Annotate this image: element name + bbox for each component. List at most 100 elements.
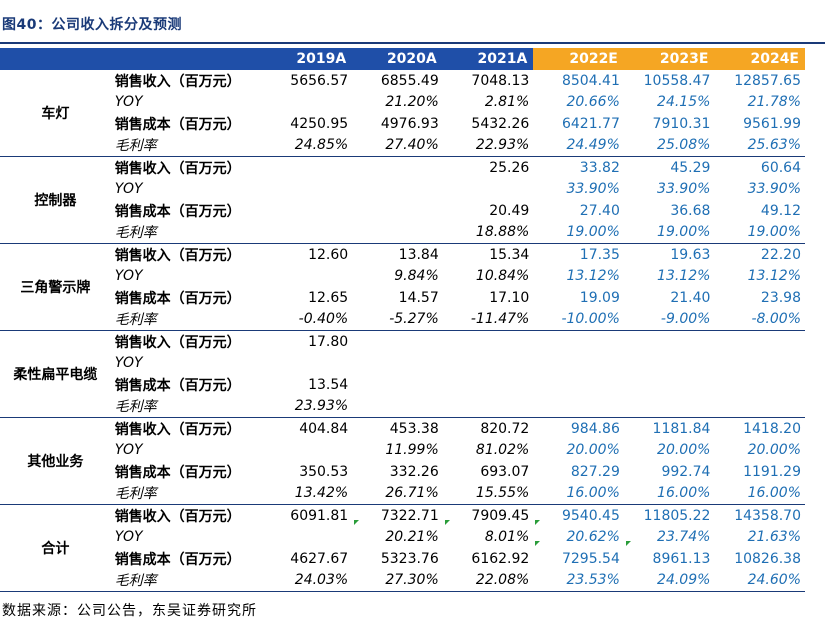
value-cell (262, 353, 353, 375)
title-rule (0, 42, 825, 44)
value-cell (623, 395, 715, 418)
row-label: 毛利率 (110, 395, 262, 418)
value-cell: 453.38 (389, 420, 439, 437)
table-row: 销售成本（百万元） 4627.67 5323.76 6162.92 7295.54 896… (0, 548, 805, 570)
value-cell: 10.84% (475, 268, 530, 285)
value-cell (262, 179, 353, 201)
value-cell (533, 353, 624, 375)
value-cell (352, 179, 443, 201)
value-cell: 6162.92 (471, 550, 530, 567)
value-cell: 7910.31 (652, 115, 711, 132)
table-row: YOY (0, 353, 805, 375)
value-cell: -10.00% (533, 308, 624, 331)
header-2020a: 2020A (352, 48, 443, 70)
table-row: 销售成本（百万元） 20.49 27.40 36.68 49.12 (0, 200, 805, 222)
value-cell: 5323.76 (380, 550, 439, 567)
value-cell (352, 200, 443, 222)
value-cell: 23.53% (533, 569, 624, 592)
value-cell: 4250.95 (290, 115, 349, 132)
table-row: 销售成本（百万元） 13.54 (0, 374, 805, 396)
value-cell: 4976.93 (380, 115, 439, 132)
value-cell: 60.64 (760, 159, 801, 176)
value-cell: 12.60 (308, 246, 349, 263)
value-cell (262, 440, 353, 462)
value-cell (262, 92, 353, 114)
value-cell: -0.40% (261, 308, 353, 331)
value-cell: 36.68 (670, 202, 711, 219)
value-cell: 25.08% (623, 134, 715, 157)
value-cell: 11.99% (385, 442, 439, 459)
value-cell: 33.90% (566, 181, 620, 198)
value-cell: 19.00% (533, 221, 624, 244)
value-cell: 4627.67 (290, 550, 349, 567)
value-cell: 992.74 (661, 463, 711, 480)
value-cell: 18.88% (442, 221, 534, 244)
value-cell: 19.63 (670, 246, 711, 263)
row-label: YOY (114, 94, 143, 111)
value-cell: 24.49% (533, 134, 624, 157)
value-cell (624, 374, 715, 396)
row-label: 销售成本（百万元） (114, 290, 241, 307)
value-cell: 19.00% (623, 221, 715, 244)
value-cell: 9561.99 (743, 115, 801, 132)
value-cell: 14358.70 (734, 507, 801, 524)
value-cell (352, 331, 443, 353)
value-cell (352, 353, 443, 375)
header-blank-segment (0, 48, 111, 70)
row-label: 销售成本（百万元） (114, 203, 241, 220)
value-cell: 23.93% (261, 395, 353, 418)
value-cell: 13.12% (747, 268, 801, 285)
row-label: 销售成本（百万元） (114, 464, 241, 481)
value-cell: 5432.26 (471, 115, 530, 132)
value-cell: 6091.81 (290, 507, 349, 524)
value-cell: 22.08% (442, 569, 534, 592)
segment-name: 合计 (0, 504, 111, 592)
value-cell: 8961.13 (652, 550, 711, 567)
figure-title: 图40：公司收入拆分及预测 (2, 17, 182, 33)
row-label: YOY (114, 442, 143, 459)
segment-name: 车灯 (0, 70, 111, 157)
value-cell: 14.57 (398, 289, 439, 306)
value-cell: 16.00% (533, 482, 624, 505)
row-label: 销售收入（百万元） (114, 73, 241, 90)
value-cell: 984.86 (570, 420, 620, 437)
value-cell: 2.81% (484, 94, 530, 111)
row-label: 毛利率 (110, 569, 262, 592)
row-label: 毛利率 (110, 221, 262, 244)
value-cell (714, 353, 805, 375)
table-row: YOY 20.21% 8.01% 20.62% 23.74% 21.63% (0, 527, 805, 549)
value-cell (443, 331, 534, 353)
row-label: YOY (114, 181, 143, 198)
value-cell: 24.03% (261, 569, 353, 592)
row-label: YOY (114, 355, 143, 372)
value-cell: 9540.45 (533, 505, 624, 527)
row-label: YOY (114, 529, 143, 546)
value-cell: 24.60% (714, 569, 805, 592)
value-cell: 6421.77 (561, 115, 620, 132)
value-cell (262, 200, 353, 222)
value-cell: 10826.38 (734, 550, 801, 567)
value-cell: 12.65 (308, 289, 349, 306)
value-cell: 22.20 (760, 246, 801, 263)
value-cell (443, 374, 534, 396)
value-cell: 21.20% (385, 94, 439, 111)
row-label: 销售成本（百万元） (114, 116, 241, 133)
header-2019a: 2019A (261, 48, 353, 70)
value-cell: 12857.65 (734, 72, 801, 89)
value-cell: 13.84 (398, 246, 439, 263)
table-row: 毛利率 24.03% 27.30% 22.08% 23.53% 24.09% 24.60% (0, 569, 805, 592)
value-cell: 404.84 (299, 420, 349, 437)
value-cell (352, 395, 443, 418)
row-label: 销售成本（百万元） (114, 551, 241, 568)
value-cell (714, 395, 805, 418)
header-2022e: 2022E (533, 48, 624, 70)
row-label: 销售成本（百万元） (114, 377, 241, 394)
value-cell: 8504.41 (561, 72, 620, 89)
table-row: 控制器 销售收入（百万元） 25.26 33.82 45.29 60.64 (0, 156, 805, 244)
value-cell: 350.53 (299, 463, 349, 480)
value-cell: 27.40 (579, 202, 620, 219)
row-label: 销售收入（百万元） (114, 508, 241, 525)
row-label: 销售收入（百万元） (114, 421, 241, 438)
row-label: 销售收入（百万元） (114, 160, 241, 177)
value-cell: 13.54 (308, 376, 349, 393)
